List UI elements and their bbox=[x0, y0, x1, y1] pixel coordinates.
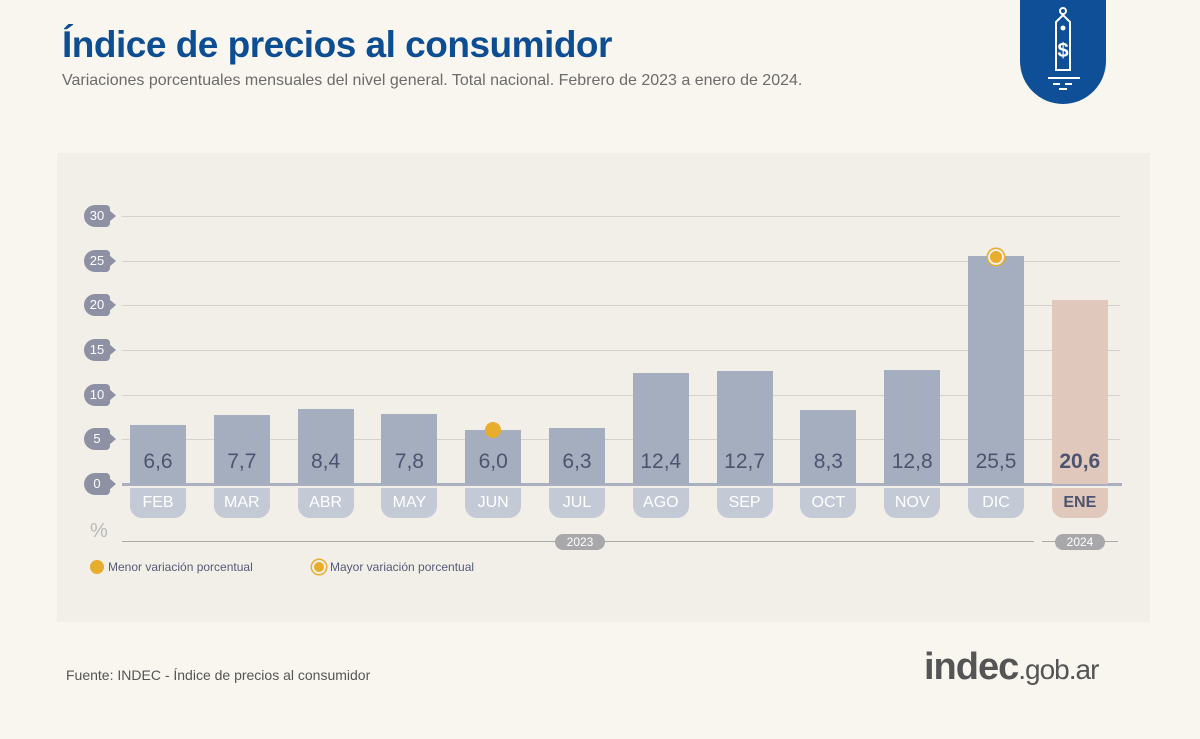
gridline bbox=[122, 216, 1120, 217]
max-marker bbox=[988, 249, 1004, 266]
y-tick-label: 5 bbox=[84, 428, 116, 451]
y-tick-label: 15 bbox=[84, 339, 116, 361]
bar-value-label: 25,5 bbox=[975, 450, 1017, 473]
bar-MAR bbox=[213, 415, 270, 484]
month-label: JUL bbox=[549, 488, 605, 518]
bar-ENE bbox=[1051, 299, 1108, 484]
min-marker-icon bbox=[90, 560, 104, 574]
legend-min: Menor variación porcentual bbox=[90, 560, 253, 574]
bar-JUL bbox=[549, 427, 605, 484]
legend-min-label: Menor variación porcentual bbox=[108, 560, 253, 574]
y-tick-label: 25 bbox=[84, 249, 116, 272]
month-label: SEP bbox=[716, 488, 773, 518]
indec-logo: indec.gob.ar bbox=[924, 646, 1099, 688]
bar-value-label: 6,6 bbox=[143, 450, 173, 473]
y-tick-label: 20 bbox=[84, 294, 116, 317]
bar-value-label: 7,7 bbox=[227, 450, 257, 473]
bar-SEP bbox=[716, 370, 773, 484]
bar-value-label: 12,7 bbox=[724, 450, 766, 473]
price-tag-dollar-icon: $ bbox=[1020, 0, 1106, 104]
source-note: Fuente: INDEC - Índice de precios al con… bbox=[66, 667, 371, 683]
bar-ABR bbox=[297, 408, 354, 484]
legend-max-label: Mayor variación porcentual bbox=[330, 560, 475, 574]
gridline bbox=[122, 394, 1120, 396]
page-title: Índice de precios al consumidor bbox=[62, 24, 612, 65]
legend-max: Mayor variación porcentual bbox=[312, 560, 474, 574]
gridline bbox=[122, 350, 1120, 351]
bar-value-label: 12,4 bbox=[640, 450, 682, 473]
y-tick-label: 30 bbox=[84, 205, 116, 227]
bar-OCT bbox=[800, 409, 857, 484]
bar-value-label: 8,4 bbox=[310, 450, 341, 473]
bar-value-label: 7,8 bbox=[394, 450, 424, 473]
month-label: MAR bbox=[213, 488, 270, 518]
month-label: DIC bbox=[968, 488, 1024, 518]
month-label: ABR bbox=[297, 488, 354, 518]
gridline bbox=[122, 260, 1120, 262]
bar-NOV bbox=[884, 369, 941, 484]
bar-DIC bbox=[968, 256, 1024, 484]
month-label: ENE bbox=[1051, 488, 1108, 518]
month-label: MAY bbox=[381, 488, 438, 518]
y-axis-unit: % bbox=[90, 520, 108, 542]
y-tick-label: 10 bbox=[84, 383, 116, 406]
month-label: JUN bbox=[465, 488, 522, 518]
max-marker-icon bbox=[312, 560, 326, 574]
bar-value-label: 12,8 bbox=[891, 450, 933, 473]
bar-MAY bbox=[381, 414, 438, 484]
month-label: FEB bbox=[130, 488, 186, 518]
bar-value-label: 20,6 bbox=[1059, 450, 1101, 473]
year-label-2024: 2024 bbox=[1055, 534, 1105, 550]
gridline bbox=[122, 439, 1120, 441]
month-label: NOV bbox=[884, 488, 941, 518]
svg-text:$: $ bbox=[1057, 40, 1068, 62]
x-axis-line bbox=[122, 483, 1122, 486]
bar-value-label: 6,3 bbox=[562, 450, 592, 473]
bar-AGO bbox=[632, 373, 689, 484]
bar-FEB bbox=[130, 425, 186, 484]
bar-value-label: 8,3 bbox=[813, 450, 843, 473]
month-label: OCT bbox=[800, 488, 857, 518]
bar-value-label: 6,0 bbox=[478, 450, 508, 473]
gridline bbox=[122, 305, 1120, 307]
bar-JUN bbox=[465, 430, 522, 484]
page-subtitle: Variaciones porcentuales mensuales del n… bbox=[62, 72, 803, 89]
year-label-2023: 2023 bbox=[555, 534, 605, 550]
min-marker bbox=[485, 422, 502, 439]
y-tick-label: 0 bbox=[84, 473, 116, 495]
month-label: AGO bbox=[632, 488, 689, 518]
